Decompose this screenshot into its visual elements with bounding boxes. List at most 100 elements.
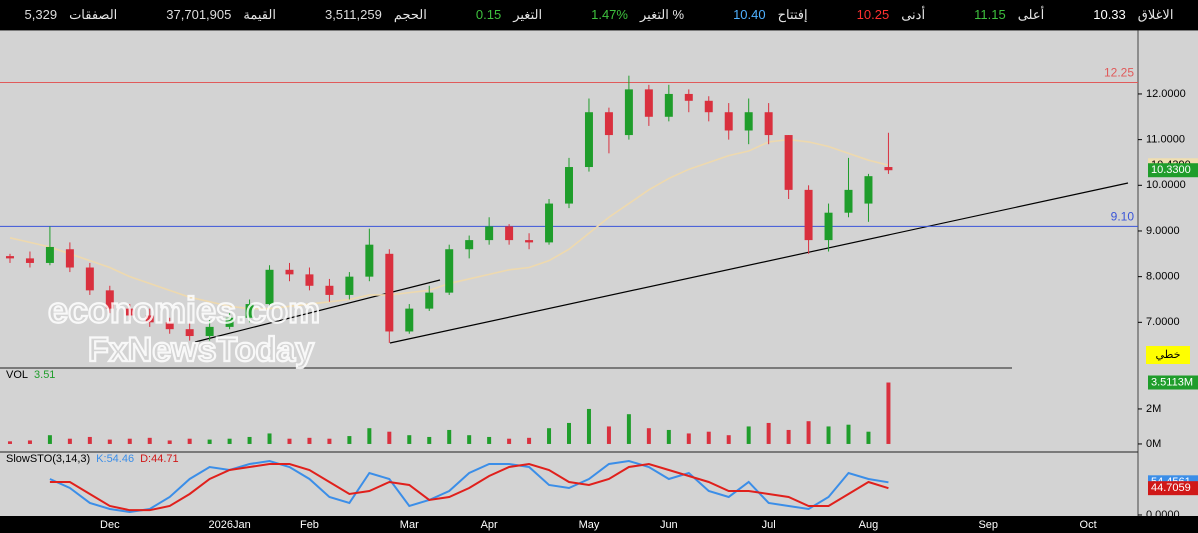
candle-body — [884, 167, 893, 171]
volume-bar — [606, 426, 611, 444]
x-tick-label: Feb — [300, 519, 319, 531]
candle-body — [265, 269, 274, 305]
stochastic-line — [49, 462, 889, 512]
candle-body — [525, 240, 534, 243]
volume-bar — [107, 439, 112, 444]
quote-label: التغير % — [639, 7, 685, 22]
quote-item: 11.15 أعلى — [968, 7, 1050, 23]
x-tick-label: Jul — [762, 519, 776, 531]
candle-body — [545, 203, 554, 243]
candle-body — [365, 244, 374, 277]
volume-bar — [247, 436, 252, 444]
volume-bar — [427, 436, 432, 444]
quote-value: 5,329 — [24, 7, 58, 22]
scale-button[interactable]: خطي — [1146, 346, 1190, 364]
quote-item: 37,701,905 القيمة — [160, 7, 282, 23]
y-tick-label: 12.0000 — [1146, 88, 1186, 100]
volume-bar — [826, 426, 831, 444]
trend-line — [389, 182, 1129, 344]
candle-body — [864, 176, 873, 204]
candle-body — [624, 89, 633, 136]
y-tick-label: 2M — [1146, 403, 1161, 415]
volume-bar — [367, 428, 372, 444]
y-tick-label: 0M — [1146, 438, 1161, 450]
x-tick-label: Dec — [100, 519, 120, 531]
x-tick-label: Sep — [978, 519, 998, 531]
volume-bar — [187, 438, 192, 444]
quote-value: 10.25 — [856, 7, 890, 22]
candle-body — [744, 112, 753, 131]
plot-background — [0, 30, 1198, 516]
x-tick-label: May — [579, 519, 600, 531]
candle-body — [644, 89, 653, 117]
panel-legend: K:54.46 — [96, 453, 134, 465]
quote-value: 10.40 — [733, 7, 766, 22]
volume-bar — [167, 440, 172, 444]
last-value-box — [1148, 375, 1198, 390]
x-axis-strip — [0, 516, 1198, 533]
quote-value: 1.47% — [591, 7, 628, 22]
volume-bar — [726, 435, 731, 444]
candle-body — [804, 189, 813, 241]
volume-bar — [327, 438, 332, 444]
volume-bar — [307, 437, 312, 444]
last-value-label: 44.7059 — [1151, 482, 1191, 494]
volume-bar — [287, 438, 292, 444]
volume-bar — [866, 431, 871, 444]
quote-label: الاغلاق — [1137, 7, 1174, 22]
candle-body — [684, 93, 693, 101]
quote-value: 3,511,259 — [324, 7, 382, 22]
candle-body — [245, 304, 254, 318]
candle-body — [305, 274, 314, 286]
volume-bar — [666, 429, 671, 444]
candle-body — [784, 135, 793, 190]
quote-label: التغير — [513, 7, 543, 22]
y-tick-label: 11.0000 — [1146, 134, 1185, 146]
volume-bar — [507, 438, 512, 444]
volume-bar — [846, 424, 851, 444]
y-tick-label: 8.0000 — [1146, 271, 1180, 283]
panel-legend: SlowSTO(3,14,3) — [6, 453, 90, 465]
candle-body — [485, 226, 494, 241]
candle-body — [105, 290, 114, 309]
candle-body — [584, 112, 593, 168]
volume-bar — [586, 408, 591, 444]
volume-bar — [467, 435, 472, 444]
quote-label: أدنى — [901, 7, 926, 22]
volume-bar — [766, 422, 771, 444]
quote-item: 0.15 التغير — [470, 7, 548, 23]
watermark-text: economies.com — [48, 290, 320, 331]
volume-bar — [387, 431, 392, 444]
candle-body — [385, 253, 394, 332]
trend-line — [194, 279, 441, 343]
candle-body — [724, 112, 733, 131]
volume-bar — [407, 435, 412, 444]
candle-body — [505, 226, 514, 241]
volume-bar — [487, 436, 492, 444]
quote-value: 10.33 — [1093, 7, 1126, 22]
candle-body — [704, 100, 713, 113]
x-tick-label: Jun — [660, 519, 678, 531]
last-value-box — [1148, 481, 1198, 496]
watermark: economies.com FxNewsToday — [47, 288, 321, 370]
last-value-box — [1148, 163, 1198, 178]
candle-body — [165, 322, 174, 330]
quote-item: 10.40 إفتتاح — [727, 7, 814, 23]
quote-value: 37,701,905 — [166, 7, 232, 22]
candle-body — [225, 317, 234, 327]
volume-bar — [207, 439, 212, 444]
candle-body — [65, 249, 74, 268]
volume-bar — [27, 440, 32, 444]
quote-value: 0.15 — [475, 7, 502, 22]
volume-bar — [746, 426, 751, 444]
candle-body — [465, 240, 474, 250]
candle-body — [325, 285, 334, 295]
volume-bar — [47, 435, 52, 444]
candle-body — [604, 112, 613, 136]
quote-label: إفتتاح — [777, 7, 808, 22]
quote-label: الصفقات — [69, 7, 118, 22]
quote-value: 11.15 — [974, 7, 1006, 22]
candle-body — [445, 249, 454, 293]
level-label: 9.10 — [1111, 210, 1135, 224]
quote-item: 10.33 الاغلاق — [1087, 7, 1179, 23]
